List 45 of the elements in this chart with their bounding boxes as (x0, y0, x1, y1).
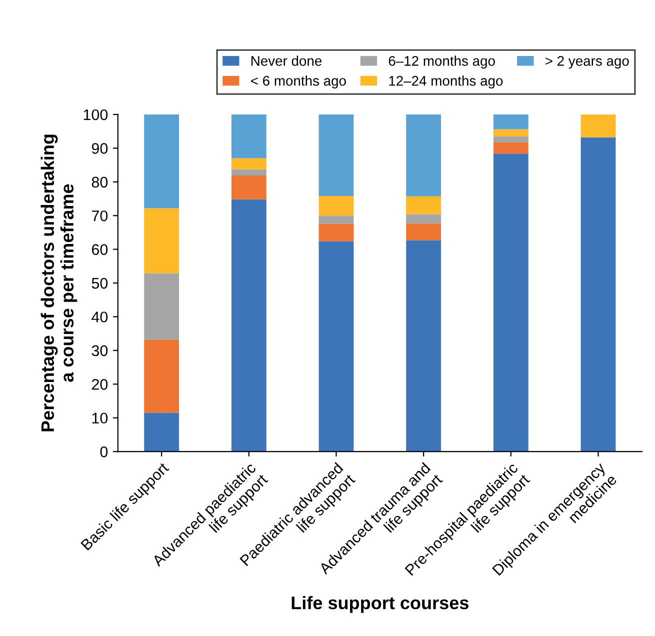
y-tick-label: 100 (84, 109, 108, 120)
legend-label: Never done (251, 56, 322, 66)
bar (580, 137, 616, 452)
y-tick-label: 20 (92, 379, 108, 390)
bar (231, 158, 266, 170)
y-axis-title: Percentage of doctors undertaking a course per timeframe (40, 134, 78, 432)
bar (406, 114, 442, 196)
bar (144, 114, 180, 208)
bar (493, 136, 528, 142)
y-tick-label: 10 (92, 412, 108, 424)
y-tick-label: 0 (100, 446, 108, 458)
y-tick-label: 70 (92, 210, 108, 222)
bar (144, 340, 180, 413)
bar (144, 208, 180, 274)
bar (231, 169, 266, 176)
y-tick-label: 80 (92, 176, 108, 188)
bar (493, 142, 528, 154)
bar (318, 224, 354, 242)
legend-label: < 6 months ago (251, 76, 346, 88)
legend-label: > 2 years ago (546, 56, 629, 69)
legend-label: 6–12 months ago (388, 56, 495, 69)
bar (406, 214, 442, 224)
bar (144, 412, 180, 452)
bar (318, 241, 354, 452)
legend-label: 12–24 months ago (389, 76, 503, 88)
bar (318, 114, 354, 196)
bar (406, 223, 442, 240)
bar (318, 216, 354, 224)
bar (231, 175, 266, 200)
y-tick-label: 50 (92, 278, 108, 289)
y-tick-label: 30 (92, 345, 108, 356)
x-axis-title: Life support courses (292, 596, 468, 613)
bar (580, 114, 616, 138)
y-tick-label: 40 (92, 312, 108, 322)
y-tick-label: 90 (92, 143, 108, 154)
bar (493, 154, 528, 452)
bar (406, 240, 442, 452)
bar (493, 114, 528, 130)
bar (318, 196, 354, 216)
bar (231, 114, 266, 158)
bar (406, 196, 442, 214)
y-tick-label: 60 (92, 244, 108, 255)
bar (144, 273, 180, 340)
bar (493, 129, 528, 136)
bar (231, 199, 266, 452)
